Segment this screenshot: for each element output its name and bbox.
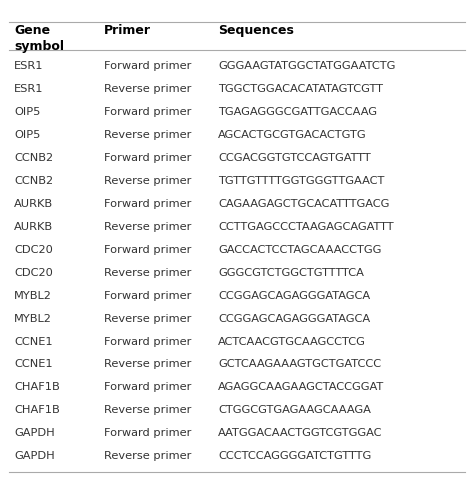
Text: CTGGCGTGAGAAGCAAAGA: CTGGCGTGAGAAGCAAAGA	[218, 405, 371, 415]
Text: Forward primer: Forward primer	[104, 291, 191, 301]
Text: MYBL2: MYBL2	[14, 291, 52, 301]
Text: Reverse primer: Reverse primer	[104, 176, 191, 186]
Text: CCNE1: CCNE1	[14, 359, 53, 369]
Text: AURKB: AURKB	[14, 199, 54, 209]
Text: GGGCGTCTGGCTGTTTTCA: GGGCGTCTGGCTGTTTTCA	[218, 268, 364, 278]
Text: Forward primer: Forward primer	[104, 199, 191, 209]
Text: CCCTCCAGGGGATCTGTTTG: CCCTCCAGGGGATCTGTTTG	[218, 451, 371, 461]
Text: TGAGAGGGCGATTGACCAAG: TGAGAGGGCGATTGACCAAG	[218, 107, 377, 117]
Text: Reverse primer: Reverse primer	[104, 405, 191, 415]
Text: Reverse primer: Reverse primer	[104, 130, 191, 140]
Text: Reverse primer: Reverse primer	[104, 314, 191, 324]
Text: CDC20: CDC20	[14, 245, 53, 255]
Text: Reverse primer: Reverse primer	[104, 84, 191, 94]
Text: OIP5: OIP5	[14, 107, 41, 117]
Text: ESR1: ESR1	[14, 84, 44, 94]
Text: CHAF1B: CHAF1B	[14, 405, 60, 415]
Text: Gene
symbol: Gene symbol	[14, 24, 64, 53]
Text: GCTCAAGAAAGTGCTGATCCC: GCTCAAGAAAGTGCTGATCCC	[218, 359, 381, 369]
Text: ACTCAACGTGCAAGCCTCG: ACTCAACGTGCAAGCCTCG	[218, 337, 366, 347]
Text: CHAF1B: CHAF1B	[14, 382, 60, 392]
Text: AGAGGCAAGAAGCTACCGGAT: AGAGGCAAGAAGCTACCGGAT	[218, 382, 384, 392]
Text: Forward primer: Forward primer	[104, 337, 191, 347]
Text: CCNB2: CCNB2	[14, 176, 54, 186]
Text: Forward primer: Forward primer	[104, 428, 191, 438]
Text: GGGAAGTATGGCTATGGAATCTG: GGGAAGTATGGCTATGGAATCTG	[218, 61, 395, 71]
Text: MYBL2: MYBL2	[14, 314, 52, 324]
Text: GACCACTCCTAGCAAACCTGG: GACCACTCCTAGCAAACCTGG	[218, 245, 382, 255]
Text: Reverse primer: Reverse primer	[104, 222, 191, 232]
Text: CDC20: CDC20	[14, 268, 53, 278]
Text: Forward primer: Forward primer	[104, 245, 191, 255]
Text: Forward primer: Forward primer	[104, 61, 191, 71]
Text: CAGAAGAGCTGCACATTTGACG: CAGAAGAGCTGCACATTTGACG	[218, 199, 390, 209]
Text: Reverse primer: Reverse primer	[104, 451, 191, 461]
Text: Sequences: Sequences	[218, 24, 294, 37]
Text: Forward primer: Forward primer	[104, 107, 191, 117]
Text: CCNB2: CCNB2	[14, 153, 54, 163]
Text: TGGCTGGACACATATAGTCGTT: TGGCTGGACACATATAGTCGTT	[218, 84, 383, 94]
Text: CCGGAGCAGAGGGATAGCA: CCGGAGCAGAGGGATAGCA	[218, 314, 370, 324]
Text: AURKB: AURKB	[14, 222, 54, 232]
Text: CCGGAGCAGAGGGATAGCA: CCGGAGCAGAGGGATAGCA	[218, 291, 370, 301]
Text: ESR1: ESR1	[14, 61, 44, 71]
Text: Reverse primer: Reverse primer	[104, 359, 191, 369]
Text: OIP5: OIP5	[14, 130, 41, 140]
Text: GAPDH: GAPDH	[14, 428, 55, 438]
Text: AATGGACAACTGGTCGTGGAC: AATGGACAACTGGTCGTGGAC	[218, 428, 383, 438]
Text: GAPDH: GAPDH	[14, 451, 55, 461]
Text: Forward primer: Forward primer	[104, 382, 191, 392]
Text: Forward primer: Forward primer	[104, 153, 191, 163]
Text: CCGACGGTGTCCAGTGATTT: CCGACGGTGTCCAGTGATTT	[218, 153, 371, 163]
Text: Reverse primer: Reverse primer	[104, 268, 191, 278]
Text: Primer: Primer	[104, 24, 151, 37]
Text: CCTTGAGCCCTAAGAGCAGATTT: CCTTGAGCCCTAAGAGCAGATTT	[218, 222, 394, 232]
Text: CCNE1: CCNE1	[14, 337, 53, 347]
Text: AGCACTGCGTGACACTGTG: AGCACTGCGTGACACTGTG	[218, 130, 367, 140]
Text: TGTTGTTTTGGTGGGTTGAACT: TGTTGTTTTGGTGGGTTGAACT	[218, 176, 384, 186]
